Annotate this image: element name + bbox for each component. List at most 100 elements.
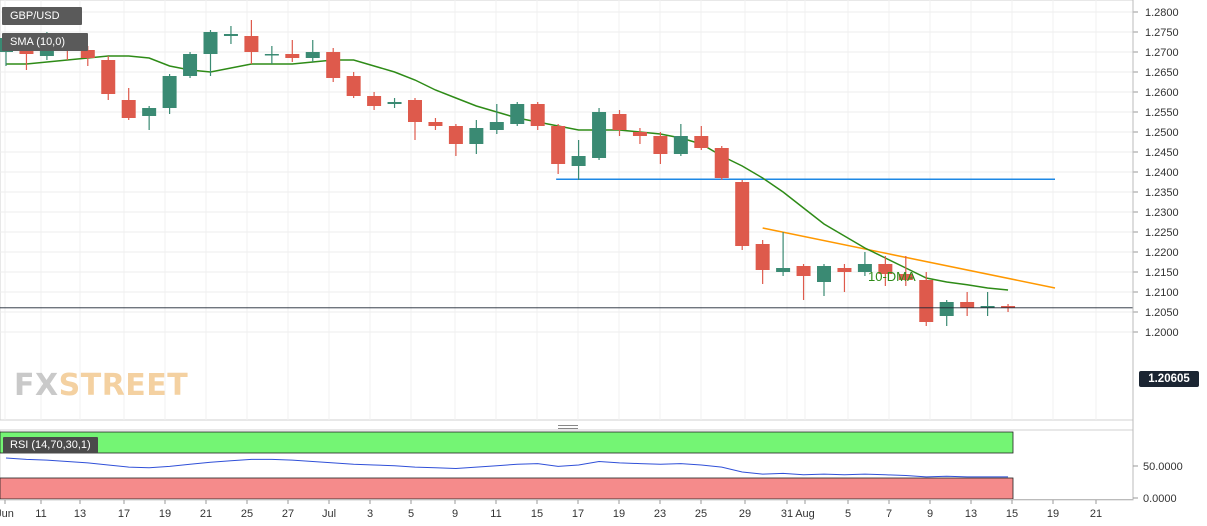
candle[interactable]	[510, 102, 525, 126]
candle[interactable]	[367, 92, 382, 110]
price-tick-label: 1.2600	[1145, 87, 1179, 99]
candle[interactable]	[387, 98, 402, 108]
candle-body	[285, 54, 300, 58]
price-tick-label: 1.2450	[1145, 147, 1179, 159]
candle[interactable]	[203, 30, 218, 76]
candle[interactable]	[326, 48, 341, 82]
price-tick-label: 1.2250	[1145, 227, 1179, 239]
candle-body	[142, 108, 157, 116]
pane-resize-handle-line[interactable]	[558, 428, 578, 429]
candle[interactable]	[469, 120, 484, 154]
price-tick-label: 1.2200	[1145, 247, 1179, 259]
price-axis[interactable]: 1.2800 1.2750 1.2700 1.2650 1.2600 1.2550 1.25…	[1132, 0, 1179, 500]
candle[interactable]	[183, 52, 198, 78]
candle[interactable]	[489, 104, 504, 134]
candle[interactable]	[244, 20, 259, 64]
dma-annotation: 10-DMA	[868, 269, 916, 284]
candle[interactable]	[285, 40, 300, 62]
candle[interactable]	[817, 264, 831, 296]
candle[interactable]	[530, 102, 545, 130]
price-tick-label: 1.2700	[1145, 47, 1179, 59]
time-tick-label: 15	[531, 508, 543, 520]
time-tick-label: 7	[886, 508, 892, 520]
time-tick-label: 17	[572, 508, 584, 520]
candle-body	[264, 54, 279, 56]
time-tick-label: 5	[408, 508, 414, 520]
candle[interactable]	[162, 74, 177, 114]
candle[interactable]	[408, 98, 422, 140]
fxstreet-logo: FXSTREET	[14, 368, 189, 403]
pane-resize-handle[interactable]	[558, 425, 578, 426]
time-tick-label: 25	[241, 508, 253, 520]
candle[interactable]	[755, 240, 770, 284]
candle-body	[510, 104, 525, 124]
candle-body	[980, 306, 995, 308]
candle[interactable]	[878, 256, 893, 286]
price-grid	[0, 0, 1133, 420]
time-tick-label: 5	[845, 508, 851, 520]
rsi-axis[interactable]: 50.0000 0.0000	[1133, 461, 1183, 505]
candle-body	[878, 264, 893, 274]
time-tick-label: 17	[118, 508, 130, 520]
candle-body	[632, 132, 647, 136]
candle[interactable]	[714, 146, 729, 180]
candle-body	[121, 100, 136, 118]
candle[interactable]	[919, 272, 934, 326]
candle[interactable]	[305, 40, 320, 62]
candle[interactable]	[121, 88, 136, 120]
candle[interactable]	[551, 124, 566, 174]
time-tick-label: 9	[927, 508, 933, 520]
candle-body	[817, 266, 831, 282]
time-tick-label: 21	[200, 508, 212, 520]
candle[interactable]	[101, 56, 116, 100]
candle[interactable]	[612, 110, 627, 136]
price-tick-label: 1.2400	[1145, 167, 1179, 179]
candle[interactable]	[673, 124, 688, 156]
candle-body	[857, 264, 872, 272]
candle-body	[183, 54, 198, 76]
candle[interactable]	[796, 264, 811, 300]
time-tick-label: Jul	[322, 508, 336, 520]
candle-body	[898, 274, 913, 280]
candle[interactable]	[592, 108, 607, 160]
candle-body	[960, 302, 975, 308]
time-tick-label: 21	[1090, 508, 1102, 520]
time-axis[interactable]: Jun 11 13 17 19 21 25 27 Jul 3 5 9 11 15 17 19 23 25 29 31A…	[0, 499, 1133, 520]
candle[interactable]	[776, 232, 791, 276]
time-tick-label: 19	[159, 508, 171, 520]
candle-body	[837, 268, 852, 272]
candle-body	[694, 136, 709, 148]
candle[interactable]	[142, 106, 157, 130]
resistance-trendline[interactable]	[762, 227, 1056, 289]
time-tick-label: 29	[739, 508, 751, 520]
candle[interactable]	[346, 72, 361, 98]
candle[interactable]	[898, 256, 913, 286]
candle[interactable]	[857, 252, 872, 276]
candle[interactable]	[448, 124, 463, 156]
price-tick-label: 1.2350	[1145, 187, 1179, 199]
candle[interactable]	[735, 180, 750, 250]
candle[interactable]	[571, 140, 586, 180]
time-tick-label: 23	[654, 508, 666, 520]
candle[interactable]	[632, 128, 647, 144]
price-tick-label: 1.2050	[1145, 307, 1179, 319]
candle[interactable]	[694, 126, 709, 150]
price-tick-label: 1.2800	[1145, 7, 1179, 19]
time-tick-label: 15	[1006, 508, 1018, 520]
candle-body	[428, 122, 443, 126]
sma-line	[6, 55, 1009, 291]
candle-body	[162, 76, 177, 108]
candle[interactable]	[264, 46, 279, 64]
candle[interactable]	[223, 26, 238, 44]
candle[interactable]	[428, 118, 443, 130]
candle-body	[735, 182, 750, 246]
candle[interactable]	[653, 132, 668, 164]
candle[interactable]	[980, 292, 995, 316]
candle[interactable]	[939, 300, 954, 326]
candle[interactable]	[960, 292, 975, 316]
sma-label: SMA (10,0)	[2, 33, 88, 51]
candle-body	[919, 280, 934, 322]
time-tick-label: 3	[367, 508, 373, 520]
candle[interactable]	[837, 264, 852, 292]
